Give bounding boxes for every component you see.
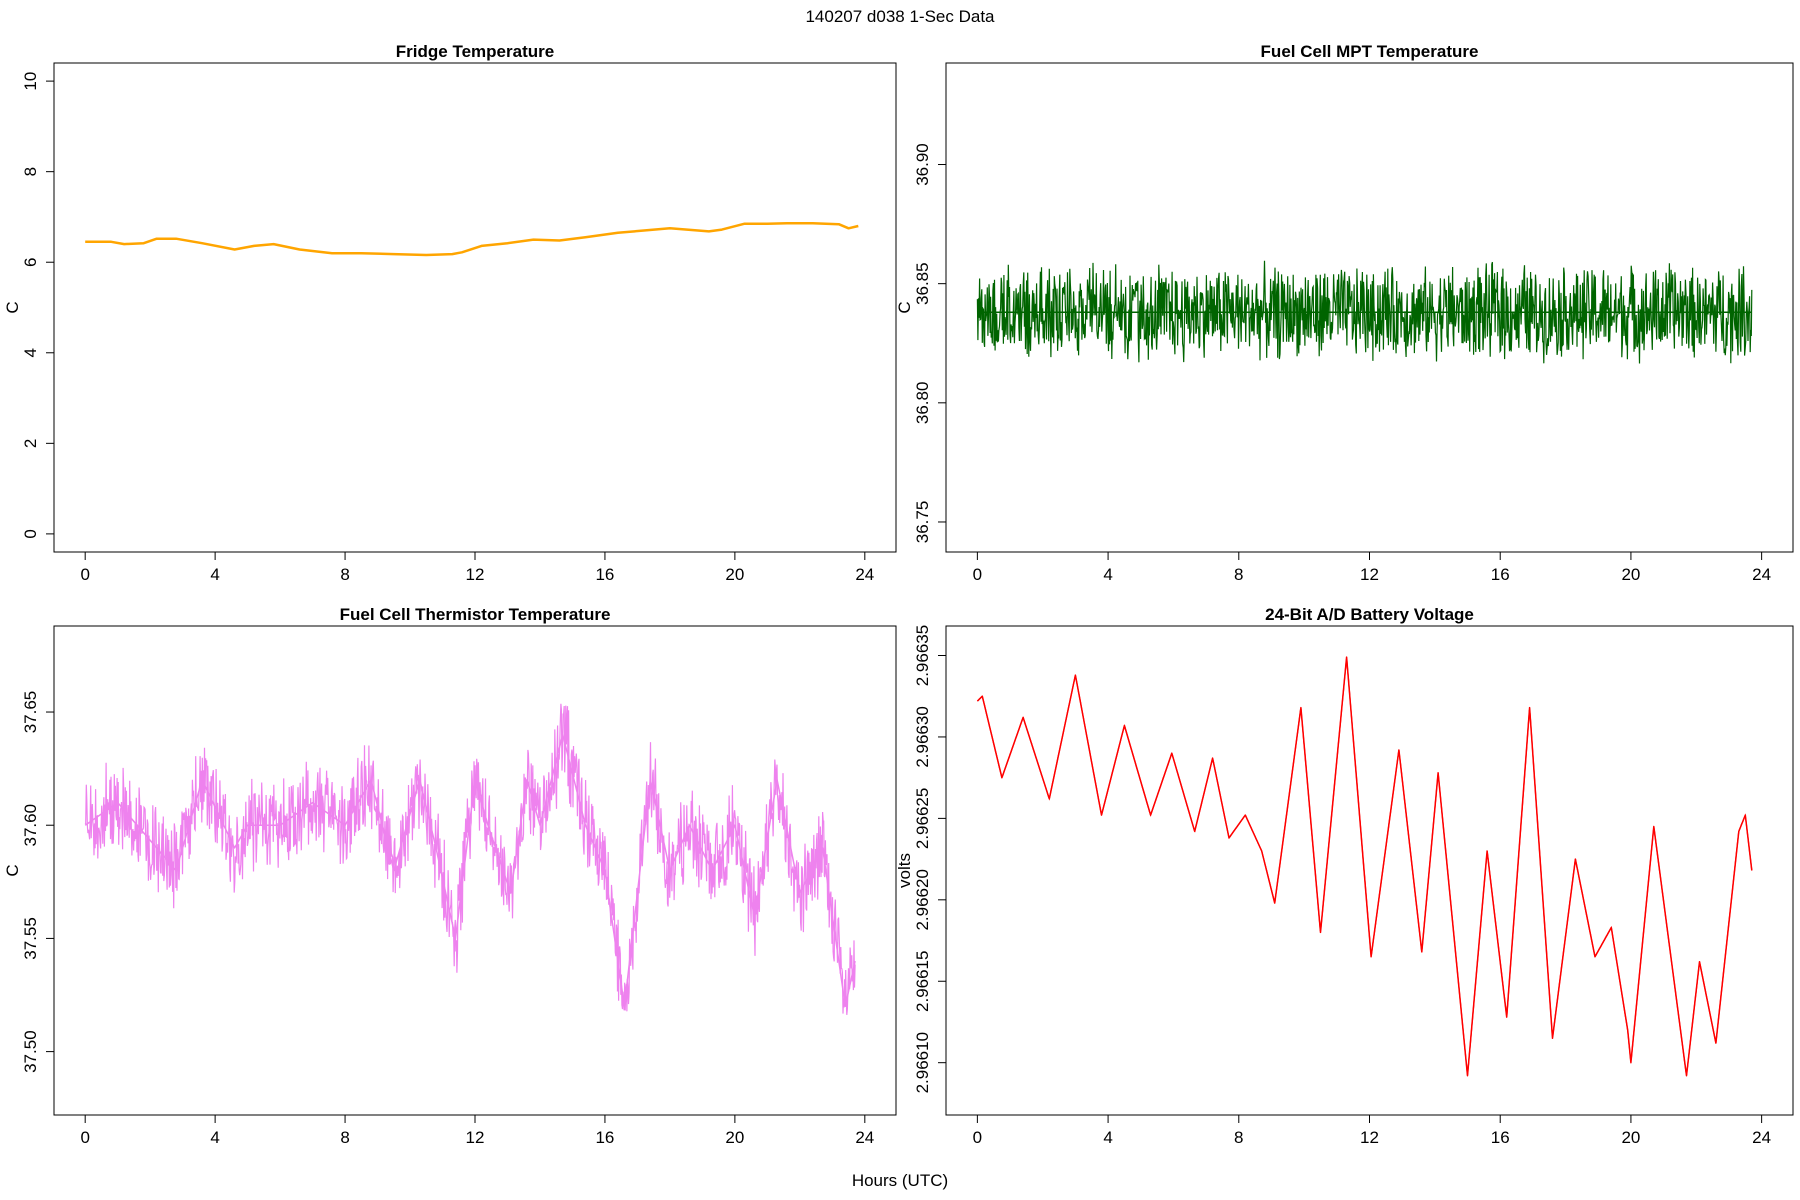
y-tick-label: 8 — [21, 167, 40, 176]
fridge-temperature-y-axis-label: C — [3, 301, 22, 313]
24-bit-a-d-battery-voltage-title: 24-Bit A/D Battery Voltage — [1265, 605, 1474, 624]
x-tick-label: 24 — [1752, 1128, 1771, 1147]
24-bit-a-d-battery-voltage-y-axis-label: volts — [895, 853, 914, 888]
x-tick-label: 0 — [80, 565, 89, 584]
x-tick-label: 12 — [466, 1128, 485, 1147]
y-tick-label: 36.75 — [913, 501, 932, 544]
fuel-cell-thermistor-temperature-plot-frame — [53, 625, 897, 1116]
x-tick-label: 4 — [210, 1128, 219, 1147]
fuel-cell-thermistor-temperature-y-axis-label: C — [3, 864, 22, 876]
x-tick-label: 8 — [340, 565, 349, 584]
fuel-cell-mpt-temperature-y-axis-label: C — [895, 301, 914, 313]
x-tick-label: 4 — [1103, 1128, 1112, 1147]
y-tick-label: 2.96625 — [913, 788, 932, 849]
y-tick-label: 6 — [21, 257, 40, 266]
fuel-cell-mpt-temperature-x-axis: 0 4 8 12 16 20 24 — [973, 551, 1771, 584]
fridge-temperature-title: Fridge Temperature — [396, 42, 554, 61]
fridge-temperature-x-axis: 0 4 8 12 16 20 24 — [80, 551, 874, 584]
fuel-cell-thermistor-temperature-panel: Fuel Cell Thermistor Temperature 0 4 8 12 16 2… — [3, 605, 897, 1147]
24-bit-a-d-battery-voltage-line — [976, 656, 1753, 1077]
x-tick-label: 24 — [1752, 565, 1771, 584]
y-tick-label: 2.96610 — [913, 1032, 932, 1093]
x-tick-label: 0 — [80, 1128, 89, 1147]
x-tick-label: 4 — [1103, 565, 1112, 584]
fridge-temperature-line — [85, 222, 859, 257]
fuel-cell-thermistor-temperature-line — [84, 733, 856, 1008]
x-tick-label: 20 — [725, 565, 744, 584]
fridge-temperature-y-axis: 0 2 4 6 8 10 — [21, 72, 55, 539]
y-tick-label: 37.55 — [21, 917, 40, 960]
y-tick-label: 2.96630 — [913, 706, 932, 767]
24-bit-a-d-battery-voltage-x-axis: 0 4 8 12 16 20 24 — [973, 1114, 1771, 1147]
x-tick-label: 20 — [1621, 565, 1640, 584]
fuel-cell-thermistor-temperature-y-axis: 37.50 37.55 37.60 37.65 — [21, 691, 55, 1073]
x-tick-label: 24 — [855, 1128, 874, 1147]
y-tick-label: 2 — [21, 439, 40, 448]
x-tick-label: 8 — [340, 1128, 349, 1147]
x-tick-label: 16 — [595, 565, 614, 584]
x-tick-label: 16 — [1491, 1128, 1510, 1147]
fuel-cell-mpt-temperature-y-axis: 36.75 36.80 36.85 36.90 — [913, 143, 947, 544]
fuel-cell-mpt-temperature-series — [976, 260, 1753, 364]
fuel-cell-thermistor-temperature-series — [84, 703, 856, 1015]
figure-title: 140207 d038 1-Sec Data — [805, 7, 995, 26]
x-tick-label: 8 — [1234, 1128, 1243, 1147]
y-tick-label: 36.80 — [913, 382, 932, 425]
x-tick-label: 0 — [973, 565, 982, 584]
x-axis-label: Hours (UTC) — [852, 1171, 948, 1190]
x-tick-label: 16 — [595, 1128, 614, 1147]
24-bit-a-d-battery-voltage-y-axis: 2.96610 2.96615 2.96620 2.96625 2.96630 2.966… — [913, 625, 947, 1093]
y-tick-label: 37.60 — [21, 804, 40, 847]
y-tick-label: 36.90 — [913, 143, 932, 186]
y-tick-label: 36.85 — [913, 262, 932, 305]
x-tick-label: 16 — [1491, 565, 1510, 584]
fuel-cell-thermistor-temperature-noise-band — [84, 703, 856, 1015]
24-bit-a-d-battery-voltage-plot-frame — [945, 625, 1794, 1116]
x-tick-label: 0 — [973, 1128, 982, 1147]
y-tick-label: 37.50 — [21, 1030, 40, 1073]
fuel-cell-thermistor-temperature-title: Fuel Cell Thermistor Temperature — [340, 605, 611, 624]
y-tick-label: 2.96620 — [913, 869, 932, 930]
y-tick-label: 37.65 — [21, 691, 40, 734]
x-tick-label: 20 — [725, 1128, 744, 1147]
x-tick-label: 12 — [466, 565, 485, 584]
y-tick-label: 2.96635 — [913, 625, 932, 686]
x-tick-label: 12 — [1360, 565, 1379, 584]
x-tick-label: 20 — [1621, 1128, 1640, 1147]
x-tick-label: 4 — [210, 565, 219, 584]
fridge-temperature-plot-frame — [53, 62, 897, 553]
x-tick-label: 24 — [855, 565, 874, 584]
y-tick-label: 2.96615 — [913, 951, 932, 1012]
24-bit-a-d-battery-voltage-panel: 24-Bit A/D Battery Voltage 0 4 8 12 16 20 24 2.9… — [895, 605, 1794, 1147]
y-tick-label: 10 — [21, 72, 40, 91]
fuel-cell-mpt-temperature-noise-band — [976, 260, 1753, 364]
fridge-temperature-series — [85, 222, 859, 257]
24-bit-a-d-battery-voltage-series — [976, 656, 1753, 1077]
fuel-cell-mpt-temperature-title: Fuel Cell MPT Temperature — [1261, 42, 1479, 61]
y-tick-label: 4 — [21, 348, 40, 357]
x-tick-label: 12 — [1360, 1128, 1379, 1147]
y-tick-label: 0 — [21, 529, 40, 538]
fuel-cell-mpt-temperature-panel: Fuel Cell MPT Temperature 0 4 8 12 16 20 24 36.7… — [895, 42, 1794, 584]
fuel-cell-thermistor-temperature-x-axis: 0 4 8 12 16 20 24 — [80, 1114, 874, 1147]
x-tick-label: 8 — [1234, 565, 1243, 584]
